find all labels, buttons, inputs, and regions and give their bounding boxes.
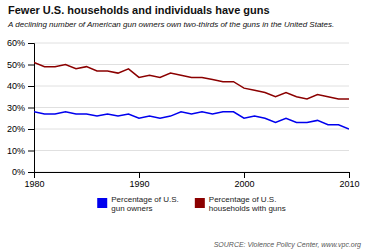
series-line <box>34 62 349 99</box>
legend-swatch <box>195 198 205 208</box>
x-tick-label: 2010 <box>339 179 359 189</box>
grid-line <box>34 150 349 151</box>
legend-swatch <box>97 198 107 208</box>
chart: Fewer U.S. households and individuals ha… <box>0 0 365 252</box>
series-line <box>34 112 349 129</box>
x-tick: 1980 <box>24 172 44 189</box>
grid <box>34 43 349 172</box>
x-tick-label: 2000 <box>234 179 254 189</box>
y-tick-label: 60% <box>7 38 25 48</box>
x-axis-line <box>35 173 350 179</box>
x-tick-label: 1980 <box>24 179 44 189</box>
x-tick: 1990 <box>129 172 149 189</box>
legend-label: Percentage of U.S.gun owners <box>111 195 179 213</box>
legend-label: Percentage of U.S.households with guns <box>209 195 286 213</box>
y-tick-mark <box>28 151 34 152</box>
y-axis: 0% 10% 20% 30% 40% 50% 60% <box>7 38 35 177</box>
lines <box>34 62 349 129</box>
x-tick-label: 1990 <box>129 179 149 189</box>
y-tick: 0% <box>12 167 34 177</box>
y-tick-label: 0% <box>12 167 25 177</box>
grid-line <box>34 107 349 108</box>
y-tick: 20% <box>7 124 34 134</box>
y-tick: 50% <box>7 60 34 70</box>
y-tick-mark <box>28 43 34 44</box>
legend-item: Percentage of U.S.gun owners <box>97 195 179 213</box>
subtitle: A declining number of American gun owner… <box>7 20 334 29</box>
legend-item: Percentage of U.S.households with guns <box>195 195 286 213</box>
y-tick-label: 40% <box>7 81 25 91</box>
title: Fewer U.S. households and individuals ha… <box>8 4 270 16</box>
y-tick: 40% <box>7 81 34 91</box>
y-tick-label: 20% <box>7 124 25 134</box>
x-tick: 2010 <box>339 172 359 189</box>
y-tick-mark <box>28 65 34 66</box>
y-tick: 60% <box>7 38 34 48</box>
y-tick: 10% <box>7 146 34 156</box>
legend: Percentage of U.S.gun owners Percentage o… <box>97 195 286 213</box>
source: SOURCE: Violence Policy Center, www.vpc.… <box>214 241 361 249</box>
y-tick-label: 10% <box>7 146 25 156</box>
x-tick-mark <box>139 172 140 178</box>
y-tick-mark <box>28 108 34 109</box>
grid-line <box>34 129 349 130</box>
y-tick: 30% <box>7 103 34 113</box>
grid-line <box>34 86 349 87</box>
y-tick-mark <box>28 129 34 130</box>
grid-line <box>34 64 349 65</box>
x-tick-mark <box>34 172 35 178</box>
y-tick-mark <box>28 172 34 173</box>
y-tick-label: 50% <box>7 60 25 70</box>
y-axis-line <box>28 44 35 173</box>
y-tick-mark <box>28 86 34 87</box>
x-axis: 1980 1990 2000 2010 <box>24 172 359 189</box>
x-tick: 2000 <box>234 172 254 189</box>
y-tick-label: 30% <box>7 103 25 113</box>
x-tick-mark <box>349 172 350 178</box>
grid-line <box>34 43 349 44</box>
plot: 0% 10% 20% 30% 40% 50% 60% 1980 1990 2000 2010 <box>7 38 360 189</box>
x-tick-mark <box>244 172 245 178</box>
